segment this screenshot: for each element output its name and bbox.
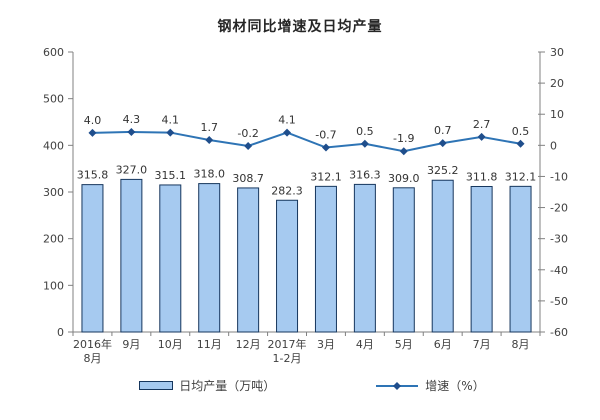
legend-diamond-marker-icon: [393, 381, 402, 390]
right-axis-tick-label: 30: [550, 46, 564, 59]
x-axis-category-label: 11月: [197, 338, 222, 351]
left-axis-tick-label: 300: [43, 186, 64, 199]
x-axis-category-label: 5月: [395, 338, 413, 351]
line-series-label: 增速（%）: [425, 379, 485, 393]
line-value-label: 4.3: [123, 113, 141, 126]
line-value-label: 0.7: [434, 124, 452, 137]
right-axis-tick-label: -20: [550, 202, 568, 215]
daily-output-bar: [353, 183, 376, 333]
right-axis-tick-label: -30: [550, 233, 568, 246]
line-value-label: -1.9: [393, 132, 414, 145]
x-axis-category-label: 2016年: [73, 337, 112, 351]
growth-line: [92, 130, 521, 153]
line-marker-diamond-icon: [88, 128, 97, 137]
bar-value-label: 315.8: [77, 169, 109, 182]
line-series-swatch: [376, 381, 419, 390]
chart-title: 钢材同比增速及日均产量: [217, 19, 383, 35]
line-value-label: -0.7: [315, 129, 336, 142]
bar-value-label: 282.3: [271, 184, 303, 197]
bar-value-label: 315.1: [155, 169, 187, 182]
line-marker-diamond-icon: [399, 147, 408, 156]
line-value-label: 1.7: [200, 121, 218, 134]
right-axis-tick-label: -10: [550, 170, 568, 183]
x-axis-category-label: 3月: [317, 338, 335, 351]
bar-value-label: 316.3: [349, 168, 381, 181]
x-axis-category-label: 8月: [512, 338, 530, 351]
bar-value-label: 312.1: [505, 170, 537, 183]
x-axis-category-label: 9月: [122, 338, 140, 351]
bar-value-label: 325.2: [427, 164, 459, 177]
x-axis-category-label: 6月: [434, 338, 452, 351]
bar-value-label: 311.8: [466, 170, 498, 183]
left-axis-tick-label: 200: [43, 233, 64, 246]
daily-output-bar: [159, 184, 182, 333]
right-axis-tick-label: -50: [550, 295, 568, 308]
legend-item-growth: 增速（%）: [375, 377, 485, 394]
daily-output-bar: [470, 185, 493, 333]
line-marker-diamond-icon: [516, 139, 525, 148]
line-value-label: 4.1: [278, 114, 296, 127]
daily-output-bar: [392, 187, 415, 333]
bar-series-swatch: [139, 381, 174, 390]
daily-output-bar: [431, 179, 454, 333]
left-axis-tick-label: 100: [43, 279, 64, 292]
bar-value-label: 318.0: [193, 168, 225, 181]
x-axis-category-label: 4月: [356, 338, 374, 351]
x-axis-category-label: 7月: [473, 338, 491, 351]
line-marker-diamond-icon: [283, 128, 292, 137]
x-axis-category-label: 12月: [236, 338, 261, 351]
bar-value-label: 308.7: [232, 172, 264, 185]
x-axis-category-label: 10月: [158, 338, 183, 351]
x-axis-category-label: 2017年: [268, 337, 307, 351]
line-value-label: 2.7: [473, 118, 491, 131]
daily-output-bar: [237, 187, 260, 333]
line-marker-diamond-icon: [438, 139, 447, 148]
right-axis-tick-label: -60: [550, 326, 568, 339]
right-axis-tick-label: 10: [550, 108, 564, 121]
daily-output-bar: [314, 185, 337, 333]
bar-value-label: 312.1: [310, 170, 342, 183]
line-value-label: 0.5: [356, 125, 374, 138]
x-axis-category-label: 1-2月: [273, 352, 302, 365]
left-axis-tick-label: 600: [43, 46, 64, 59]
line-marker-diamond-icon: [166, 128, 175, 137]
daily-output-bar: [509, 185, 532, 333]
line-value-label: 0.5: [512, 125, 530, 138]
daily-output-bar: [198, 183, 221, 333]
line-value-label: 4.0: [84, 114, 102, 127]
left-axis-tick-label: 0: [57, 326, 64, 339]
daily-output-bar: [81, 184, 104, 333]
line-value-label: 4.1: [162, 114, 180, 127]
line-marker-diamond-icon: [244, 141, 253, 150]
line-marker-diamond-icon: [360, 139, 369, 148]
bar-value-label: 327.0: [116, 163, 148, 176]
daily-output-bar: [120, 178, 143, 333]
bar-series-label: 日均产量（万吨）: [179, 379, 276, 393]
left-axis-tick-label: 500: [43, 93, 64, 106]
right-axis-tick-label: -40: [550, 264, 568, 277]
bar-value-label: 309.0: [388, 172, 420, 185]
line-marker-diamond-icon: [321, 143, 330, 152]
legend-item-daily-output: 日均产量（万吨）: [139, 377, 275, 394]
left-axis-tick-label: 400: [43, 139, 64, 152]
line-marker-diamond-icon: [205, 136, 214, 145]
legend: 日均产量（万吨） 增速（%）: [12, 377, 600, 394]
right-axis-tick-label: 0: [550, 139, 557, 152]
line-marker-diamond-icon: [127, 127, 136, 136]
line-value-label: -0.2: [237, 127, 258, 140]
right-axis-tick-label: 20: [550, 77, 564, 90]
line-marker-diamond-icon: [477, 132, 486, 141]
x-axis-category-label: 8月: [83, 352, 101, 365]
daily-output-bar: [276, 199, 299, 333]
